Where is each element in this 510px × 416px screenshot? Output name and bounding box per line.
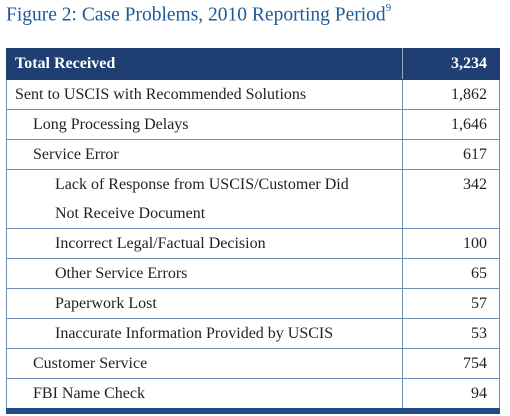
table-body: Sent to USCIS with Recommended Solutions…	[6, 79, 500, 412]
title-text: Figure 2: Case Problems, 2010 Reporting …	[6, 4, 386, 26]
row-value: 53	[402, 318, 500, 349]
row-value: 342	[402, 169, 500, 229]
row-label: Other Service Errors	[6, 258, 403, 289]
header-row: Total Received 3,234	[6, 48, 500, 80]
row-value: 94	[402, 378, 500, 412]
footnote-marker: 9	[385, 2, 392, 14]
row-value: 1,862	[402, 79, 500, 110]
row: Other Service Errors 65	[6, 258, 500, 289]
row-label: FBI Name Check	[6, 378, 403, 412]
row: Incorrect Legal/Factual Decision 100	[6, 228, 500, 259]
row: Service Error 617	[6, 139, 500, 170]
row-label: Customer Service	[6, 348, 403, 379]
header-value: 3,234	[402, 48, 500, 80]
row-value: 1,646	[402, 109, 500, 140]
row: Customer Service 754	[6, 348, 500, 379]
row-value: 100	[402, 228, 500, 259]
table-header: Total Received 3,234	[6, 48, 500, 80]
row: FBI Name Check 94	[6, 378, 500, 412]
row: Paperwork Lost 57	[6, 288, 500, 319]
row-value: 65	[402, 258, 500, 289]
figure-title: Figure 2: Case Problems, 2010 Reporting …	[6, 2, 392, 27]
row: Long Processing Delays 1,646	[6, 109, 500, 140]
row-value: 617	[402, 139, 500, 170]
row-label: Lack of Response from USCIS/Customer Did…	[6, 169, 403, 229]
row: Inaccurate Information Provided by USCIS…	[6, 318, 500, 349]
case-table: Total Received 3,234 Sent to USCIS with …	[6, 48, 500, 414]
row-value: 754	[402, 348, 500, 379]
row: Sent to USCIS with Recommended Solutions…	[6, 79, 500, 110]
row-label: Inaccurate Information Provided by USCIS	[6, 318, 403, 349]
row-label: Long Processing Delays	[6, 109, 403, 140]
row-label: Paperwork Lost	[6, 288, 403, 319]
header-label: Total Received	[6, 48, 403, 80]
row-label: Incorrect Legal/Factual Decision	[6, 228, 403, 259]
row: Lack of Response from USCIS/Customer Did…	[6, 169, 500, 229]
row-label: Sent to USCIS with Recommended Solutions	[6, 79, 403, 110]
row-value: 57	[402, 288, 500, 319]
row-label: Service Error	[6, 139, 403, 170]
